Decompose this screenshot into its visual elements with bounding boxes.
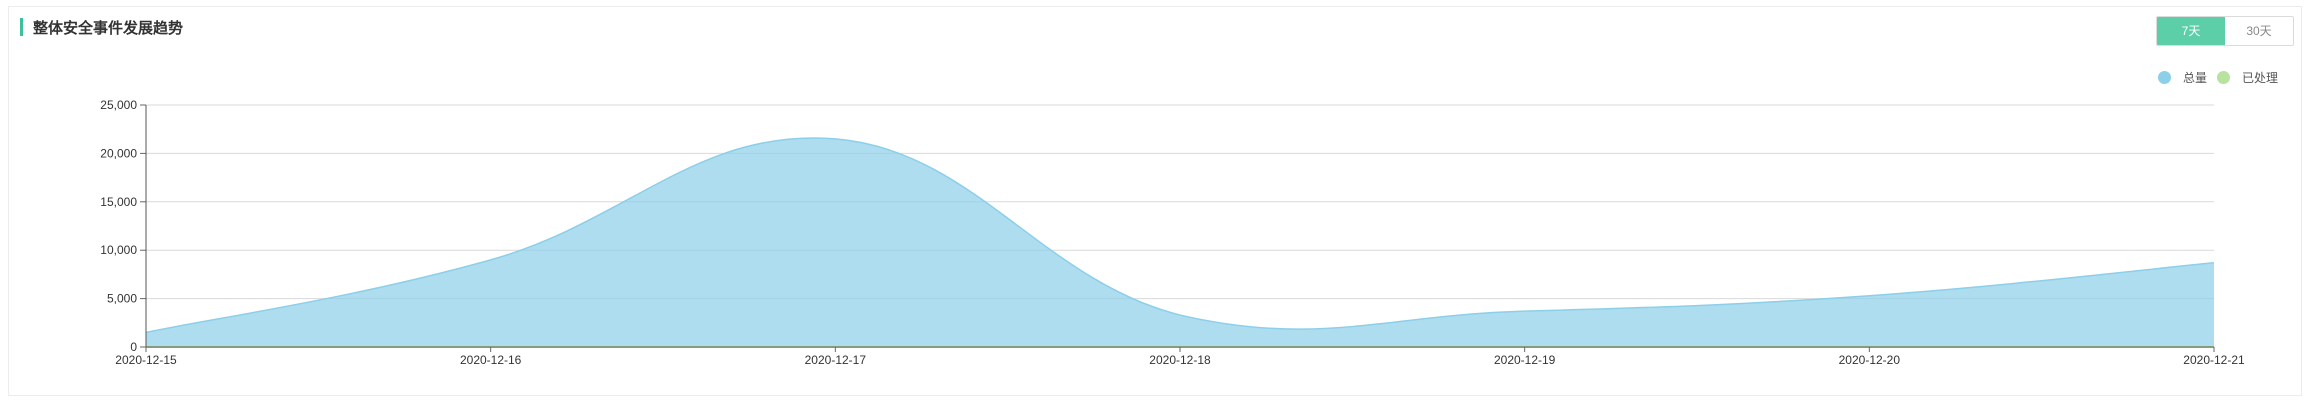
range-30-days-button[interactable]: 30天 xyxy=(2225,17,2293,45)
x-tick-label: 2020-12-19 xyxy=(1494,353,1556,367)
data-point-total xyxy=(2212,261,2216,265)
data-point-total xyxy=(1523,309,1527,313)
data-point-total xyxy=(1178,313,1182,317)
legend-item-total[interactable]: 总量 xyxy=(2158,69,2207,86)
panel-title: 整体安全事件发展趋势 xyxy=(33,19,184,37)
legend-label-handled: 已处理 xyxy=(2242,71,2279,85)
x-tick-label: 2020-12-18 xyxy=(1149,353,1211,367)
y-tick-label: 5,000 xyxy=(107,292,137,306)
x-tick-label: 2020-12-15 xyxy=(115,353,177,367)
data-point-total xyxy=(489,258,493,262)
title-accent-bar xyxy=(20,18,23,36)
y-tick-label: 10,000 xyxy=(100,243,137,257)
y-tick-label: 15,000 xyxy=(100,195,137,209)
data-point-total xyxy=(833,137,837,141)
y-tick-label: 0 xyxy=(130,340,137,354)
x-tick-label: 2020-12-20 xyxy=(1839,353,1901,367)
series-line-total xyxy=(145,137,2215,334)
y-tick-label: 20,000 xyxy=(100,146,137,160)
x-tick-label: 2020-12-17 xyxy=(805,353,867,367)
y-tick-label: 25,000 xyxy=(100,98,137,112)
legend-dot-total xyxy=(2158,71,2171,84)
legend-item-handled[interactable]: 已处理 xyxy=(2217,69,2278,86)
series-area-total xyxy=(146,137,2214,347)
range-7-days-button[interactable]: 7天 xyxy=(2157,17,2225,45)
legend-label-total: 总量 xyxy=(2183,71,2208,85)
chart-legend: 总量 已处理 xyxy=(2158,69,2288,86)
x-tick-label: 2020-12-21 xyxy=(2183,353,2245,367)
x-tick-label: 2020-12-16 xyxy=(460,353,522,367)
panel-header: 整体安全事件发展趋势 xyxy=(20,18,184,37)
time-range-toggle: 7天 30天 xyxy=(2156,16,2294,46)
legend-dot-handled xyxy=(2217,71,2231,84)
data-point-total xyxy=(1867,294,1871,298)
